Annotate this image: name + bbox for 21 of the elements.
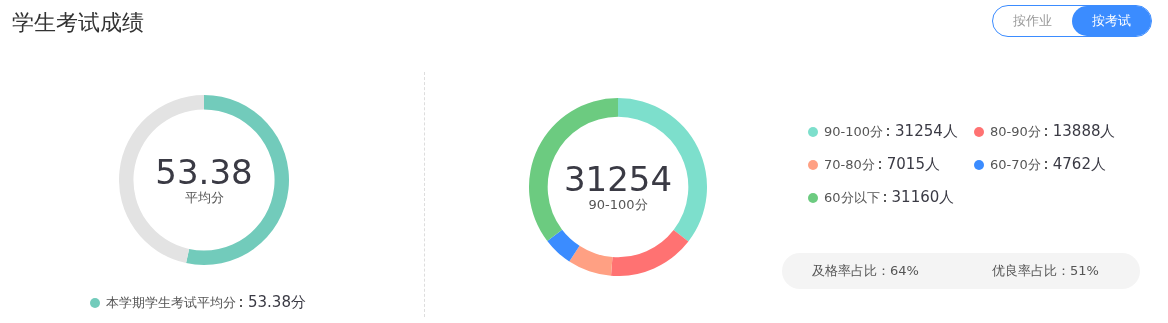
text: 53.38 [154, 152, 254, 192]
text: 按考试 [1072, 6, 1151, 36]
data-label: 7015人 [886, 155, 940, 174]
text: 优良率占比：51% [992, 262, 1099, 280]
data-label: 13888人 [1052, 122, 1116, 141]
legend-label: 70-80分 [824, 155, 875, 174]
data-label: 53.38分 [248, 293, 306, 312]
legend-label: 本学期学生考试平均分 [106, 293, 236, 312]
legend-label: 60-70分 [990, 155, 1041, 174]
text: 90-100分 [587, 197, 649, 213]
text: 及格率占比：64% [812, 262, 919, 280]
text: 按作业 [1012, 12, 1053, 30]
data-label: 31254人 [895, 122, 958, 141]
legend-label: 80-90分 [990, 122, 1041, 141]
legend-label: 60分以下 [824, 188, 880, 207]
text: 平均分 [183, 190, 225, 206]
text: 31254 [562, 159, 674, 199]
text: 学生考试成绩 [12, 9, 144, 37]
data-label: 4762人 [1052, 155, 1106, 174]
legend-label: 90-100分 [824, 122, 884, 141]
data-label: 31160人 [891, 188, 955, 207]
